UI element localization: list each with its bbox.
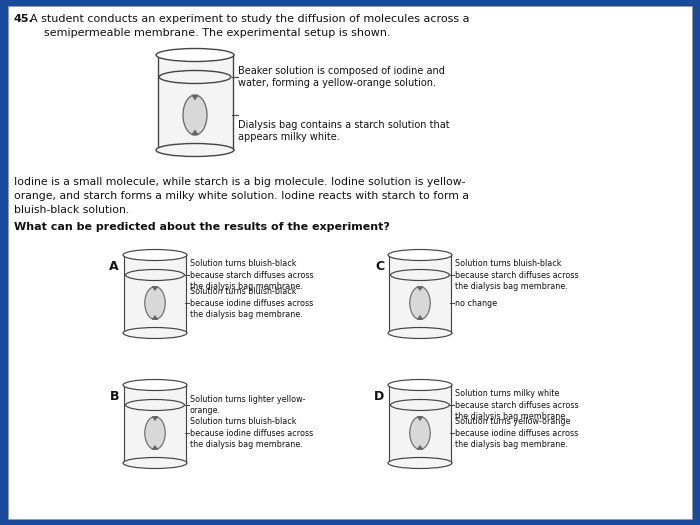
Text: Solution turns bluish-black
because iodine diffuses across
the dialysis bag memb: Solution turns bluish-black because iodi… [190,287,314,319]
Text: C: C [375,260,384,273]
Text: Solution turns lighter yellow-
orange.: Solution turns lighter yellow- orange. [190,395,305,415]
Ellipse shape [410,417,430,449]
Bar [124,255,186,333]
Ellipse shape [159,70,231,83]
FancyBboxPatch shape [8,6,692,519]
Text: A student conducts an experiment to study the diffusion of molecules across a
  : A student conducts an experiment to stud… [30,14,470,38]
Ellipse shape [123,249,187,260]
Text: D: D [374,390,384,403]
Polygon shape [192,130,198,135]
Polygon shape [152,316,158,319]
Ellipse shape [388,328,452,339]
Text: Solution turns milky white
because starch diffuses across
the dialysis bag membr: Solution turns milky white because starc… [455,390,579,421]
Ellipse shape [388,457,452,468]
Ellipse shape [391,400,449,411]
Text: Solution turns yellow-orange
because iodine diffuses across
the dialysis bag mem: Solution turns yellow-orange because iod… [455,417,578,448]
Polygon shape [417,287,423,290]
Ellipse shape [145,417,165,449]
Text: Beaker solution is composed of iodine and
water, forming a yellow-orange solutio: Beaker solution is composed of iodine an… [239,66,445,88]
Polygon shape [417,417,423,421]
Text: What can be predicted about the results of the experiment?: What can be predicted about the results … [14,222,390,232]
Ellipse shape [388,249,452,260]
Ellipse shape [156,143,234,156]
Ellipse shape [125,269,184,280]
Ellipse shape [183,95,207,135]
Ellipse shape [123,380,187,391]
Ellipse shape [123,457,187,468]
Polygon shape [152,287,158,290]
Polygon shape [152,417,158,421]
Bar [158,55,232,150]
Text: Iodine is a small molecule, while starch is a big molecule. Iodine solution is y: Iodine is a small molecule, while starch… [14,177,469,215]
Text: Solution turns bluish-black
because iodine diffuses across
the dialysis bag memb: Solution turns bluish-black because iodi… [190,417,314,448]
Ellipse shape [125,400,184,411]
Ellipse shape [388,380,452,391]
Polygon shape [192,95,198,100]
Ellipse shape [145,287,165,319]
Ellipse shape [156,48,234,61]
Text: Dialysis bag contains a starch solution that
appears milky white.: Dialysis bag contains a starch solution … [239,120,450,142]
Text: B: B [109,390,119,403]
Polygon shape [417,316,423,319]
Bar [389,385,451,463]
Ellipse shape [123,328,187,339]
Ellipse shape [410,287,430,319]
Ellipse shape [391,269,449,280]
Text: 45.: 45. [14,14,34,24]
Text: no change: no change [455,299,497,308]
Bar [124,385,186,463]
Polygon shape [417,445,423,449]
Text: Solution turns bluish-black
because starch diffuses across
the dialysis bag memb: Solution turns bluish-black because star… [455,259,579,291]
Bar [389,255,451,333]
Text: A: A [109,260,119,273]
Text: Solution turns bluish-black
because starch diffuses across
the dialysis bag memb: Solution turns bluish-black because star… [190,259,314,291]
Polygon shape [152,445,158,449]
